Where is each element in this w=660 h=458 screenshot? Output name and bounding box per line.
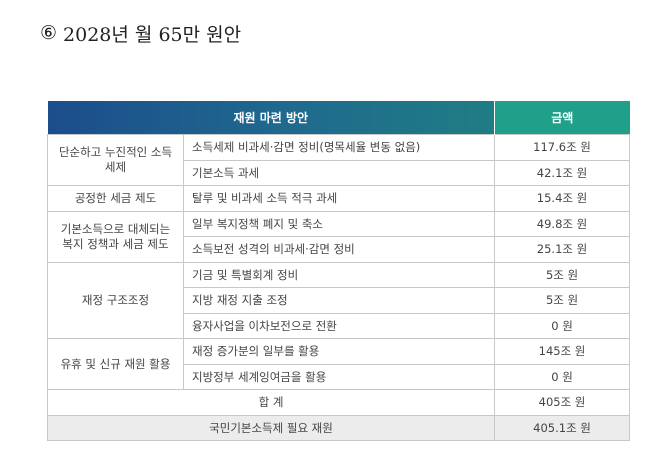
item-cell: 재정 증가분의 일부를 활용 xyxy=(182,338,496,365)
amount-cell: 42.1조 원 xyxy=(494,159,631,186)
table-row: 유휴 및 신규 재원 활용 재정 증가분의 일부를 활용 145조 원 xyxy=(47,338,631,390)
table-row: 단순하고 누진적인 소득세제 소득세제 비과세·감면 정비(명목세율 변동 없음… xyxy=(47,134,631,186)
total-amount: 405조 원 xyxy=(494,389,631,416)
item-cell: 기금 및 특별회계 정비 xyxy=(182,261,496,288)
category-cell: 공정한 세금 제도 xyxy=(47,185,184,212)
category-cell: 단순하고 누진적인 소득세제 xyxy=(47,134,184,186)
amount-cell: 25.1조 원 xyxy=(494,236,631,263)
item-cell: 일부 복지정책 폐지 및 축소 xyxy=(182,210,496,237)
item-cell: 융자사업을 이차보전으로 전환 xyxy=(182,312,496,339)
total-label: 합 계 xyxy=(46,389,496,416)
category-cell: 기본소득으로 대체되는 복지 정책과 세금 제도 xyxy=(47,210,184,263)
required-row: 국민기본소득제 필요 재원 405.1조 원 xyxy=(46,414,631,441)
amount-cell: 0 원 xyxy=(494,312,631,339)
funding-table: 재원 마련 방안 금액 단순하고 누진적인 소득세제 소득세제 비과세·감면 정… xyxy=(46,101,631,441)
table-row: 융자사업을 이차보전으로 전환 0 원 xyxy=(48,312,631,339)
item-cell: 소득세제 비과세·감면 정비(명목세율 변동 없음) xyxy=(182,134,496,161)
amount-cell: 5조 원 xyxy=(494,287,631,314)
table-row: 재정 구조조정 기금 및 특별회계 정비 5조 원 xyxy=(47,261,631,339)
header-source: 재원 마련 방안 xyxy=(47,101,496,135)
table-row: 공정한 세금 제도 탈루 및 비과세 소득 적극 과세 15.4조 원 xyxy=(47,185,631,212)
item-cell: 탈루 및 비과세 소득 적극 과세 xyxy=(182,185,496,212)
category-cell: 재정 구조조정 xyxy=(47,261,184,339)
required-label: 국민기본소득제 필요 재원 xyxy=(46,414,496,441)
amount-cell: 5조 원 xyxy=(494,261,631,288)
amount-cell: 0 원 xyxy=(494,363,631,390)
table-row: 지방 재정 지출 조정 5조 원 xyxy=(48,287,631,314)
table-row: 기본소득 과세 42.1조 원 xyxy=(48,159,631,186)
page-title: ⑥ 2028년 월 65만 원안 xyxy=(40,20,241,46)
required-amount: 405.1조 원 xyxy=(494,414,631,441)
total-row: 합 계 405조 원 xyxy=(46,389,631,416)
header-amount: 금액 xyxy=(494,101,630,135)
item-cell: 기본소득 과세 xyxy=(182,159,496,186)
item-cell: 지방정부 세계잉여금을 활용 xyxy=(182,363,496,390)
item-cell: 지방 재정 지출 조정 xyxy=(182,287,496,314)
item-cell: 소득보전 성격의 비과세·감면 정비 xyxy=(182,236,496,263)
amount-cell: 117.6조 원 xyxy=(494,134,631,161)
header-row: 재원 마련 방안 금액 xyxy=(47,101,630,135)
amount-cell: 145조 원 xyxy=(494,338,631,365)
amount-cell: 49.8조 원 xyxy=(494,210,631,237)
category-cell: 유휴 및 신규 재원 활용 xyxy=(47,338,184,390)
table-row: 기본소득으로 대체되는 복지 정책과 세금 제도 일부 복지정책 폐지 및 축소… xyxy=(47,210,631,263)
circled-number: ⑥ xyxy=(40,22,58,44)
table-row: 지방정부 세계잉여금을 활용 0 원 xyxy=(48,363,631,390)
title-text: 2028년 월 65만 원안 xyxy=(63,23,242,46)
amount-cell: 15.4조 원 xyxy=(494,185,631,212)
